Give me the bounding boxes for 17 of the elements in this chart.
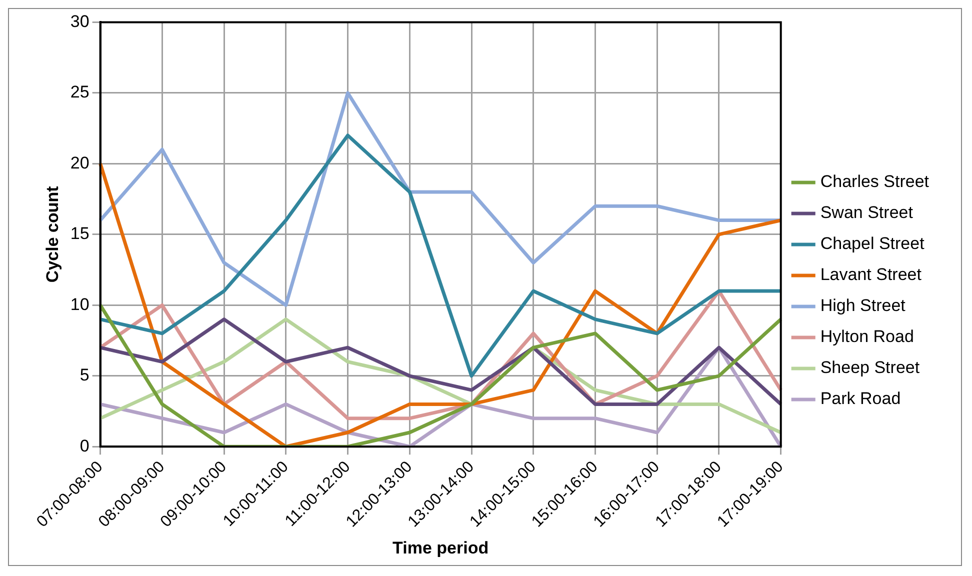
legend-label: High Street — [820, 296, 906, 316]
legend-label: Hylton Road — [820, 327, 914, 346]
y-tick-label: 5 — [80, 366, 90, 385]
x-axis-title: Time period — [392, 538, 489, 558]
legend-label: Chapel Street — [820, 234, 925, 254]
y-tick-label: 20 — [70, 153, 90, 172]
y-tick-label: 10 — [70, 294, 90, 314]
legend-label: Park Road — [820, 389, 901, 408]
y-tick-label: 15 — [70, 224, 90, 244]
y-tick-label: 0 — [80, 436, 90, 456]
y-tick-label: 30 — [70, 12, 90, 31]
y-axis-title: Cycle count — [42, 186, 62, 283]
legend-label: Swan Street — [820, 203, 914, 222]
legend-label: Sheep Street — [820, 358, 920, 378]
y-tick-label: 25 — [70, 82, 90, 102]
legend-label: Charles Street — [820, 172, 930, 192]
legend-label: Lavant Street — [820, 265, 922, 284]
